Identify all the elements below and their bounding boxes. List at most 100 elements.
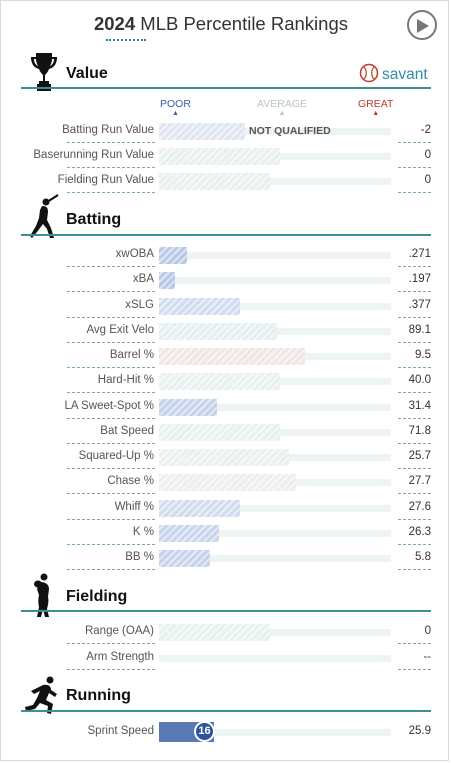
percentile-bar[interactable] xyxy=(159,550,210,567)
percentile-bar[interactable] xyxy=(159,247,187,264)
row-divider xyxy=(398,392,431,394)
row-divider xyxy=(398,316,431,318)
row-divider xyxy=(398,442,431,444)
metric-value: 0 xyxy=(424,174,431,186)
row-divider xyxy=(398,291,431,293)
scale-great-label: GREAT xyxy=(358,98,394,110)
runner-icon xyxy=(25,676,57,714)
sprint-speed-percentile-badge[interactable]: 16 xyxy=(194,721,215,742)
metric-label: Fielding Run Value xyxy=(57,174,154,186)
percentile-bar[interactable] xyxy=(159,272,175,290)
scale-average: AVERAGE ▲ xyxy=(257,98,307,118)
row-divider xyxy=(398,518,431,520)
metric-value: .271 xyxy=(408,248,431,260)
metric-value: 0 xyxy=(424,149,431,161)
section-title-value: Value xyxy=(66,65,108,82)
metric-value: 27.6 xyxy=(408,500,431,513)
metric-track xyxy=(159,729,391,736)
metric-label: xSLG xyxy=(125,298,154,311)
title-year[interactable]: 2024 xyxy=(93,13,136,34)
metric-label: BB % xyxy=(125,551,154,563)
metric-label: Barrel % xyxy=(109,349,154,361)
fielder-icon xyxy=(34,573,49,617)
percentile-bar[interactable] xyxy=(159,398,217,416)
metric-track xyxy=(159,529,391,537)
metric-value: 71.8 xyxy=(408,424,431,437)
percentile-bar[interactable] xyxy=(159,499,240,517)
metric-label: Hard-Hit % xyxy=(97,374,154,387)
metric-label: Avg Exit Velo xyxy=(86,323,154,336)
savant-logo[interactable]: savant xyxy=(359,63,428,84)
metric-label: Squared-Up % xyxy=(78,450,154,462)
section-title-running: Running xyxy=(66,687,131,704)
percentile-bar[interactable] xyxy=(159,423,280,441)
savant-text: savant xyxy=(382,66,428,83)
metric-track xyxy=(159,654,391,662)
scale-poor: POOR ▲ xyxy=(160,98,191,118)
percentile-bar[interactable] xyxy=(159,297,240,315)
not-qualified-note: NOT QUALIFIED xyxy=(249,125,331,137)
play-button[interactable] xyxy=(407,10,437,40)
metric-label: Range (OAA) xyxy=(84,625,154,637)
percentile-bar[interactable] xyxy=(159,348,305,365)
row-divider xyxy=(67,192,155,193)
section-divider xyxy=(21,710,431,712)
percentile-bar[interactable] xyxy=(159,173,270,190)
section-divider xyxy=(21,87,431,89)
row-divider xyxy=(398,142,431,143)
metric-value: .377 xyxy=(408,298,431,311)
row-divider xyxy=(398,668,431,670)
metric-track xyxy=(159,302,391,310)
great-triangle-icon: ▲ xyxy=(372,110,380,117)
row-divider xyxy=(398,417,431,419)
percentile-bar[interactable] xyxy=(159,373,280,391)
row-divider xyxy=(67,341,155,343)
percentile-bar[interactable] xyxy=(159,624,270,641)
row-divider xyxy=(67,442,155,444)
percentile-bar[interactable] xyxy=(159,449,289,466)
row-divider xyxy=(398,192,431,193)
metric-label: Bat Speed xyxy=(100,424,154,437)
metric-value: 40.0 xyxy=(408,374,431,387)
row-divider xyxy=(67,668,155,670)
play-icon xyxy=(417,19,429,33)
section-title-batting: Batting xyxy=(66,211,122,228)
metric-label: xBA xyxy=(132,273,154,286)
scale-poor-label: POOR xyxy=(160,98,191,110)
page-title: 2024 MLB Percentile Rankings xyxy=(1,13,441,35)
batter-icon xyxy=(30,194,59,238)
metric-label: xwOBA xyxy=(115,248,154,260)
metric-label: Whiff % xyxy=(114,500,154,513)
row-divider xyxy=(398,543,431,545)
metric-track xyxy=(159,178,391,185)
percentile-bar[interactable] xyxy=(159,148,280,165)
percentile-bar[interactable] xyxy=(159,322,277,340)
row-divider xyxy=(67,468,155,469)
trophy-icon xyxy=(31,53,57,91)
metric-value: .197 xyxy=(408,273,431,286)
row-divider xyxy=(398,569,431,570)
row-divider xyxy=(398,341,431,343)
section-divider xyxy=(21,610,431,612)
row-divider xyxy=(67,167,155,168)
metric-value: 26.3 xyxy=(408,525,431,538)
row-divider xyxy=(67,569,155,570)
percentile-bar[interactable] xyxy=(159,123,245,140)
percentile-bar[interactable] xyxy=(159,524,219,542)
row-divider xyxy=(398,266,431,267)
metric-value: 9.5 xyxy=(415,349,431,361)
metric-value: 0 xyxy=(424,625,431,637)
row-divider xyxy=(67,643,155,644)
row-divider xyxy=(67,543,155,545)
row-divider xyxy=(67,316,155,318)
metric-track xyxy=(159,629,391,636)
row-divider xyxy=(67,417,155,419)
metric-value: 25.9 xyxy=(408,725,431,737)
row-divider xyxy=(398,167,431,168)
metric-label: K % xyxy=(132,525,154,538)
percentile-bar[interactable] xyxy=(159,474,296,492)
row-divider xyxy=(67,291,155,293)
metric-track xyxy=(159,403,391,411)
metric-value: 5.8 xyxy=(415,551,431,563)
